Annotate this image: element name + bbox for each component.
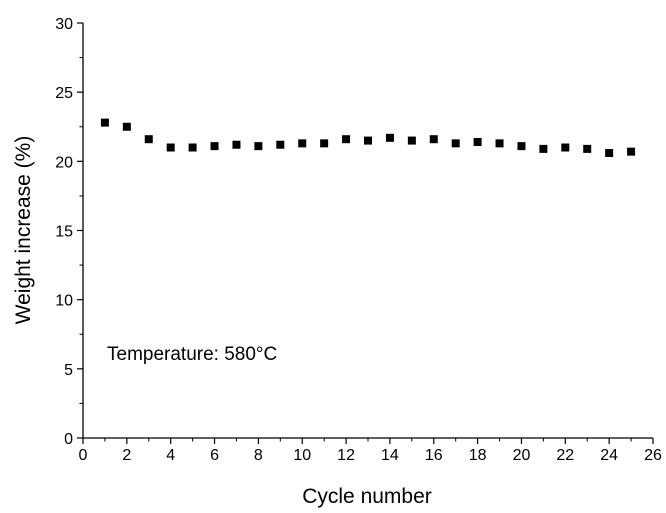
data-point — [473, 137, 482, 146]
data-point — [232, 140, 241, 149]
data-point — [385, 133, 394, 142]
x-tick-label: 24 — [600, 447, 618, 464]
data-point — [342, 135, 351, 144]
x-axis-label: Cycle number — [302, 485, 432, 508]
data-point — [407, 136, 416, 145]
data-point — [451, 139, 460, 148]
data-point — [166, 143, 175, 152]
y-axis-label: Weight increase (%) — [12, 136, 35, 325]
x-tick-label: 22 — [556, 447, 574, 464]
data-point — [539, 144, 548, 153]
x-tick-label: 18 — [469, 447, 487, 464]
data-point — [210, 142, 219, 151]
data-point — [276, 140, 285, 149]
data-point — [605, 149, 614, 158]
x-tick-label: 4 — [166, 447, 175, 464]
x-tick-label: 26 — [644, 447, 662, 464]
temperature-annotation: Temperature: 580°C — [107, 344, 277, 365]
data-point — [320, 139, 329, 148]
data-point — [583, 144, 592, 153]
data-point — [561, 143, 570, 152]
data-point — [495, 139, 504, 148]
x-tick-label: 10 — [293, 447, 311, 464]
x-tick-label: 2 — [122, 447, 131, 464]
data-point — [517, 142, 526, 151]
data-point — [100, 118, 109, 127]
y-tick-label: 15 — [55, 224, 73, 241]
x-tick-label: 0 — [79, 447, 88, 464]
data-point — [298, 139, 307, 148]
y-tick-label: 0 — [64, 431, 73, 448]
x-tick-label: 6 — [210, 447, 219, 464]
data-point — [144, 135, 153, 144]
y-tick-label: 25 — [55, 85, 73, 102]
data-point — [364, 136, 372, 145]
x-tick-label: 12 — [337, 447, 355, 464]
x-tick-label: 20 — [513, 447, 531, 464]
y-tick-label: 30 — [55, 16, 73, 33]
data-point — [122, 122, 131, 131]
y-tick-label: 5 — [64, 362, 73, 379]
x-tick-label: 14 — [381, 447, 399, 464]
data-point — [627, 147, 636, 156]
axes — [82, 23, 653, 439]
data-point — [188, 143, 197, 152]
x-tick-label: 8 — [254, 447, 263, 464]
x-tick-label: 16 — [425, 447, 443, 464]
y-tick-label: 20 — [55, 154, 73, 171]
data-points — [100, 118, 636, 158]
data-point — [429, 135, 438, 144]
y-tick-label: 10 — [55, 293, 73, 310]
data-point — [254, 142, 263, 151]
